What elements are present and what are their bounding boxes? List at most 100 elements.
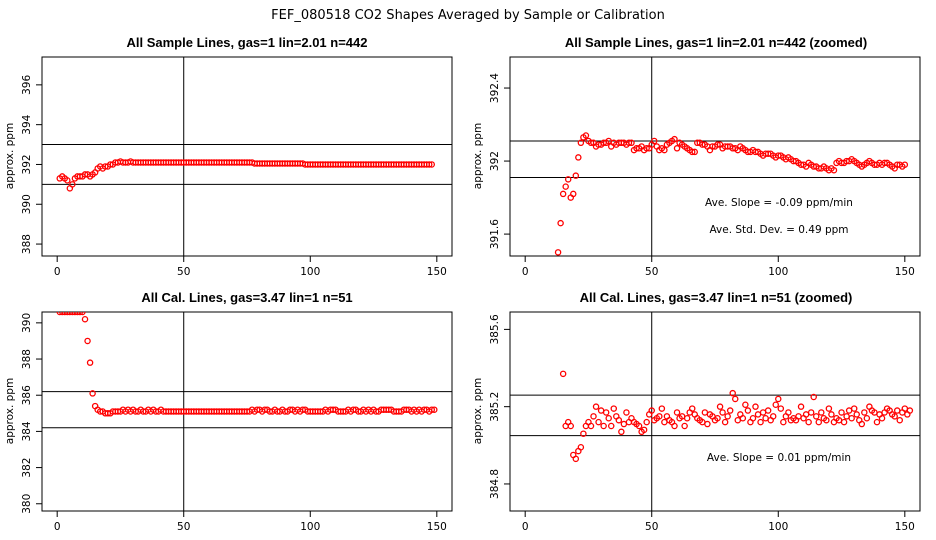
data-point [587, 422, 595, 430]
x-tick-label: 100 [768, 521, 788, 533]
y-tick-label: 385.6 [489, 314, 501, 344]
data-point [683, 415, 691, 422]
data-point [797, 403, 805, 410]
data-point [812, 413, 820, 420]
data-point [777, 405, 785, 412]
data-point [74, 312, 81, 316]
data-point [726, 407, 734, 414]
data-point [84, 337, 91, 345]
figure-title: FEF_080518 CO2 Shapes Averaged by Sample… [271, 8, 665, 23]
data-series [56, 312, 438, 417]
data-series [559, 370, 914, 463]
data-point [651, 137, 658, 145]
data-point [425, 161, 433, 168]
data-point [582, 132, 590, 139]
data-point [891, 413, 898, 420]
data-point [658, 405, 666, 412]
x-tick-label: 100 [768, 266, 788, 278]
y-tick-label: 386 [21, 385, 33, 405]
chart-title: All Sample Lines, gas=1 lin=2.01 n=442 (… [565, 35, 867, 50]
chart-title: All Sample Lines, gas=1 lin=2.01 n=442 [127, 35, 368, 50]
annotation-text: Ave. Slope = -0.09 ppm/min [705, 197, 853, 209]
y-tick-label: 391.6 [489, 219, 501, 249]
data-point [764, 407, 772, 414]
data-point [580, 430, 587, 437]
y-tick-label: 385.2 [489, 392, 501, 422]
x-tick-label: 150 [427, 521, 447, 533]
chart-panel: All Cal. Lines, gas=3.47 lin=1 n=51 (zoo… [472, 290, 921, 533]
plot-frame [41, 311, 453, 512]
data-series [554, 132, 909, 256]
data-point [557, 219, 564, 227]
data-point [780, 418, 787, 426]
data-point [71, 312, 79, 316]
data-point [562, 183, 569, 190]
data-point [716, 403, 724, 410]
data-point [818, 409, 825, 416]
y-tick-label: 392 [21, 154, 33, 174]
data-point [643, 418, 650, 426]
data-point [86, 359, 94, 366]
data-point [704, 420, 711, 428]
data-point [648, 407, 655, 414]
y-tick-label: 396 [21, 75, 33, 95]
data-point [739, 415, 747, 422]
data-point [577, 139, 585, 147]
data-point [749, 415, 757, 422]
data-point [673, 409, 681, 416]
y-tick-label: 390 [21, 313, 33, 333]
chart-panel: All Sample Lines, gas=1 lin=2.01 n=442 0 5… [4, 35, 453, 278]
data-point [744, 407, 752, 414]
data-point [66, 312, 74, 316]
data-point [89, 390, 96, 397]
data-point [431, 406, 438, 413]
data-point [559, 190, 567, 198]
data-series [56, 158, 436, 192]
y-axis-label: approx. ppm [472, 123, 484, 189]
data-point [721, 418, 729, 426]
data-point [81, 315, 89, 323]
data-point [714, 415, 721, 422]
x-tick-label: 50 [177, 266, 190, 278]
data-point [785, 409, 792, 416]
data-point [79, 312, 86, 316]
data-point [807, 409, 815, 416]
data-point [769, 413, 777, 420]
data-point [64, 177, 71, 184]
x-tick-label: 50 [177, 521, 190, 533]
data-point [58, 312, 66, 316]
y-tick-label: 388 [21, 234, 33, 254]
data-point [69, 312, 76, 316]
chart-panel: All Sample Lines, gas=1 lin=2.01 n=442 (… [472, 35, 921, 278]
data-point [840, 418, 848, 426]
x-tick-label: 100 [300, 266, 320, 278]
y-tick-label: 394 [21, 114, 33, 134]
data-point [607, 422, 615, 430]
data-point [69, 181, 76, 188]
x-tick-label: 50 [645, 521, 658, 533]
data-point [729, 389, 736, 397]
data-point [590, 413, 597, 420]
data-point [858, 420, 866, 428]
data-point [673, 145, 681, 152]
data-point [772, 401, 779, 408]
y-tick-label: 392.4 [489, 73, 501, 103]
y-tick-label: 384 [21, 421, 33, 441]
x-tick-label: 0 [54, 521, 61, 533]
data-point [757, 418, 764, 426]
x-tick-label: 50 [645, 266, 658, 278]
chart-title: All Cal. Lines, gas=3.47 lin=1 n=51 (zoo… [580, 290, 853, 305]
data-point [428, 161, 436, 168]
y-axis-label: approx. ppm [472, 378, 484, 444]
data-point [610, 405, 618, 412]
data-point [554, 249, 562, 256]
y-tick-label: 384.8 [489, 469, 501, 499]
data-point [572, 455, 580, 463]
data-point [810, 393, 817, 401]
data-point [643, 145, 650, 152]
data-point [828, 411, 835, 418]
data-point [623, 409, 630, 416]
data-point [731, 395, 739, 403]
data-point [661, 146, 668, 154]
